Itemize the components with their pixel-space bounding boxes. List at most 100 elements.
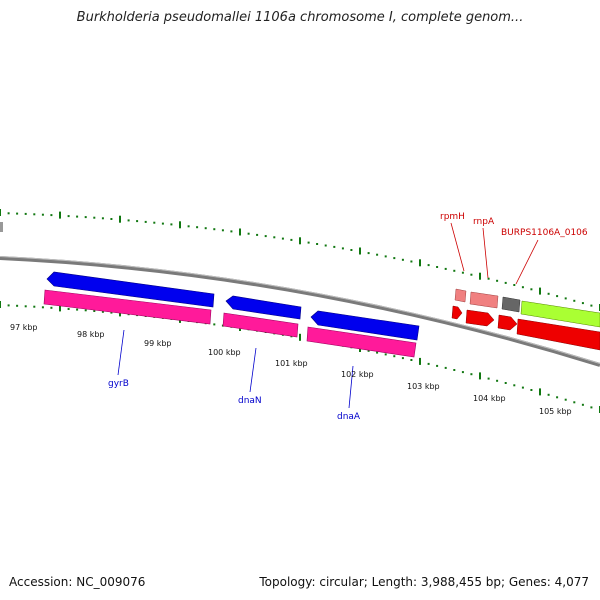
dnaN-cds[interactable] <box>225 295 302 320</box>
upper-scale-tick <box>264 235 267 238</box>
lower-scale-tick <box>67 308 70 310</box>
lower-scale-tick <box>76 308 79 311</box>
lower-scale-tick <box>470 373 473 376</box>
chromosome-backbone <box>0 256 600 367</box>
upper-scale-tick <box>273 236 276 239</box>
BURPS1106A_0106-cds[interactable] <box>497 314 518 331</box>
upper-scale-tick <box>581 302 584 305</box>
upper-scale-tick <box>204 227 207 230</box>
scale-label-104: 104 kbp <box>473 394 506 403</box>
scale-label-98: 98 kbp <box>77 330 105 339</box>
lower-scale-tick <box>41 306 44 309</box>
upper-scale-tick <box>7 212 10 215</box>
lower-scale-tick <box>539 388 541 396</box>
upper-scale-tick <box>470 273 473 276</box>
gyrB-callout <box>117 329 125 376</box>
upper-scale-tick <box>187 225 190 228</box>
upper-scale-tick <box>419 259 421 267</box>
upper-scale-tick <box>513 284 516 286</box>
lower-scale-tick <box>7 304 10 307</box>
rnpA-cds[interactable] <box>465 309 495 327</box>
rnpA-callout <box>482 227 489 279</box>
gyrB-gene[interactable] <box>43 289 212 325</box>
gyrB-cds[interactable] <box>46 271 215 308</box>
lower-scale-tick <box>564 398 567 401</box>
upper-scale-tick <box>281 237 284 240</box>
gene-label-rnpA[interactable]: rnpA <box>473 217 495 227</box>
lower-scale-tick <box>487 377 490 380</box>
upper-scale-tick <box>436 266 439 268</box>
upper-scale-tick <box>33 213 36 216</box>
upper-scale-tick <box>444 267 447 270</box>
gene-label-gyrB[interactable]: gyrB <box>108 379 129 389</box>
upper-scale-tick <box>93 216 96 219</box>
upper-scale-tick <box>521 286 524 289</box>
upper-scale-tick <box>239 228 241 236</box>
lower-scale-tick <box>401 357 404 360</box>
lower-scale-tick <box>556 396 559 399</box>
red-gene-right[interactable] <box>516 318 600 351</box>
upper-scale-tick <box>136 220 139 223</box>
dnaN-gene[interactable] <box>222 312 299 338</box>
lower-scale-tick <box>461 371 464 374</box>
upper-scale-tick <box>367 252 370 255</box>
upper-scale-tick <box>76 215 79 218</box>
upper-scale-tick <box>556 295 559 298</box>
upper-scale-tick <box>461 271 464 274</box>
lower-scale-tick <box>93 310 96 312</box>
upper-scale-tick <box>307 241 310 244</box>
upper-scale-tick <box>256 233 259 236</box>
rpmH-cds[interactable] <box>451 305 463 320</box>
scale-label-105: 105 kbp <box>539 407 572 416</box>
dnaN-callout <box>249 347 257 393</box>
lower-scale-tick <box>110 311 113 314</box>
upper-scale-tick <box>221 229 224 232</box>
upper-scale-tick <box>247 232 250 235</box>
BURPS1106A_0106-grey[interactable] <box>501 296 521 313</box>
lower-scale-tick <box>444 366 447 369</box>
dnaA-gene[interactable] <box>306 326 417 358</box>
lower-scale-tick <box>59 304 61 312</box>
gene-label-BURPS1106A_0106[interactable]: BURPS1106A_0106 <box>501 228 588 238</box>
backbone-highlight <box>0 256 600 364</box>
rnpA-rna[interactable] <box>469 291 499 309</box>
upper-scale-tick <box>16 212 19 215</box>
rpmH-callout <box>450 222 465 272</box>
scale-label-97: 97 kbp <box>10 323 38 332</box>
rpmH-rna[interactable] <box>454 288 467 303</box>
upper-scale-tick <box>299 237 301 245</box>
left-edge-feature <box>0 222 3 232</box>
scale-label-101: 101 kbp <box>275 359 308 368</box>
lime-gene[interactable] <box>520 300 600 328</box>
upper-scale-tick <box>573 299 576 302</box>
lower-scale-tick <box>299 333 301 341</box>
upper-scale-tick <box>290 238 293 241</box>
lower-scale-tick <box>521 386 524 389</box>
upper-scale-tick <box>453 269 456 272</box>
gene-label-rpmH[interactable]: rpmH <box>440 212 465 222</box>
gene-label-dnaN[interactable]: dnaN <box>238 396 262 406</box>
upper-scale-tick <box>110 218 113 220</box>
upper-scale-tick <box>119 215 121 223</box>
upper-scale-tick <box>50 214 53 217</box>
upper-scale-tick <box>341 247 344 250</box>
lower-scale-tick <box>384 353 387 356</box>
lower-scale-tick <box>410 359 413 361</box>
upper-scale-tick <box>530 288 533 291</box>
lower-scale-tick <box>547 393 550 396</box>
dnaA-cds[interactable] <box>310 310 420 341</box>
lower-scale-tick <box>479 372 481 380</box>
lower-scale-tick <box>213 323 216 326</box>
topology-summary: Topology: circular; Length: 3,988,455 bp… <box>259 575 589 589</box>
scale-label-100: 100 kbp <box>208 348 241 357</box>
upper-scale-tick <box>24 212 27 215</box>
upper-scale-tick <box>179 221 181 229</box>
map-title: Burkholderia pseudomallei 1106a chromoso… <box>76 10 524 25</box>
gene-label-dnaA[interactable]: dnaA <box>337 412 361 422</box>
upper-scale-tick <box>333 245 336 248</box>
upper-scale-tick <box>213 228 216 231</box>
scale-label-99: 99 kbp <box>144 339 172 348</box>
scale-label-102: 102 kbp <box>341 370 374 379</box>
upper-scale-tick <box>170 223 173 226</box>
